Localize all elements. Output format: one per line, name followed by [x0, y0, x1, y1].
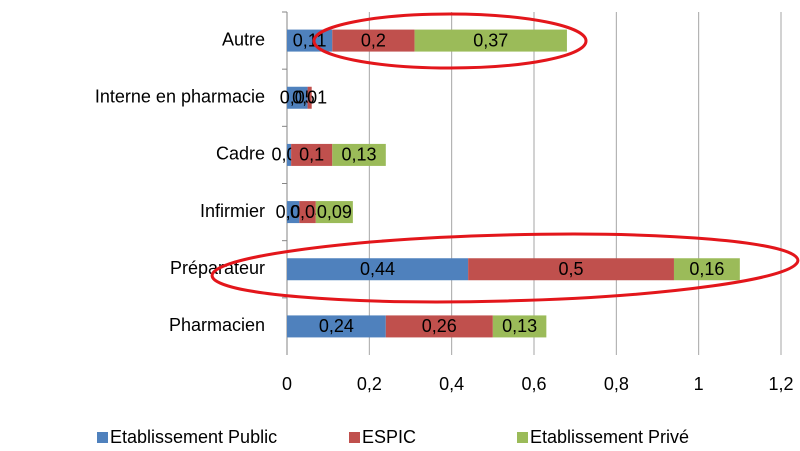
legend-label: Etablissement Privé [530, 427, 689, 447]
legend-swatch [517, 432, 528, 443]
bar-segment [291, 143, 333, 166]
data-label: 0,13 [342, 145, 377, 165]
legend-label: Etablissement Public [110, 427, 277, 447]
legend-swatch [349, 432, 360, 443]
data-label: 0,16 [689, 259, 724, 279]
data-label: 0,5 [559, 259, 584, 279]
x-tick-label: 0,8 [604, 374, 629, 394]
data-label: 0,05 [280, 88, 315, 108]
x-tick-label: 1 [694, 374, 704, 394]
legend-swatch [97, 432, 108, 443]
x-tick-label: 0,6 [521, 374, 546, 394]
bar-segment [332, 29, 415, 52]
bar-segment [673, 258, 740, 281]
bar-segment [307, 86, 312, 109]
x-tick-label: 0,4 [439, 374, 464, 394]
data-label: 0,01 [292, 88, 327, 108]
data-label: 0,2 [361, 30, 386, 50]
data-label: 0,24 [319, 316, 354, 336]
bar-segment [492, 315, 547, 338]
x-tick-label: 0 [282, 374, 292, 394]
highlight-ellipse [312, 12, 588, 70]
data-label: 0,13 [502, 316, 537, 336]
bar-segment [414, 29, 567, 52]
bar-segment [385, 315, 493, 338]
y-tick-label: Autre [222, 29, 265, 49]
data-label: 0,1 [299, 145, 324, 165]
bar-segment [299, 201, 316, 224]
bar-segment [287, 258, 469, 281]
bar-segment [287, 29, 333, 52]
y-tick-label: Cadre [216, 144, 265, 164]
bar-segment [287, 86, 308, 109]
y-tick-label: Interne en pharmacie [95, 87, 265, 107]
bar-segment [468, 258, 674, 281]
data-label: 0,26 [422, 316, 457, 336]
y-tick-label: Infirmier [200, 201, 265, 221]
bar-segment [287, 143, 292, 166]
x-tick-label: 0,2 [357, 374, 382, 394]
highlight-ellipse [210, 232, 800, 304]
legend-label: ESPIC [362, 427, 416, 447]
annotations [210, 12, 800, 304]
bar-segment [287, 315, 386, 338]
bar-segment [287, 201, 300, 224]
bar-segment [332, 143, 386, 166]
x-tick-label: 1,2 [768, 374, 793, 394]
data-label: 0,44 [360, 259, 395, 279]
y-tick-label: Pharmacien [169, 315, 265, 335]
data-label: 0,09 [317, 202, 352, 222]
data-label: 0,37 [473, 30, 508, 50]
bar-segment [315, 201, 353, 224]
